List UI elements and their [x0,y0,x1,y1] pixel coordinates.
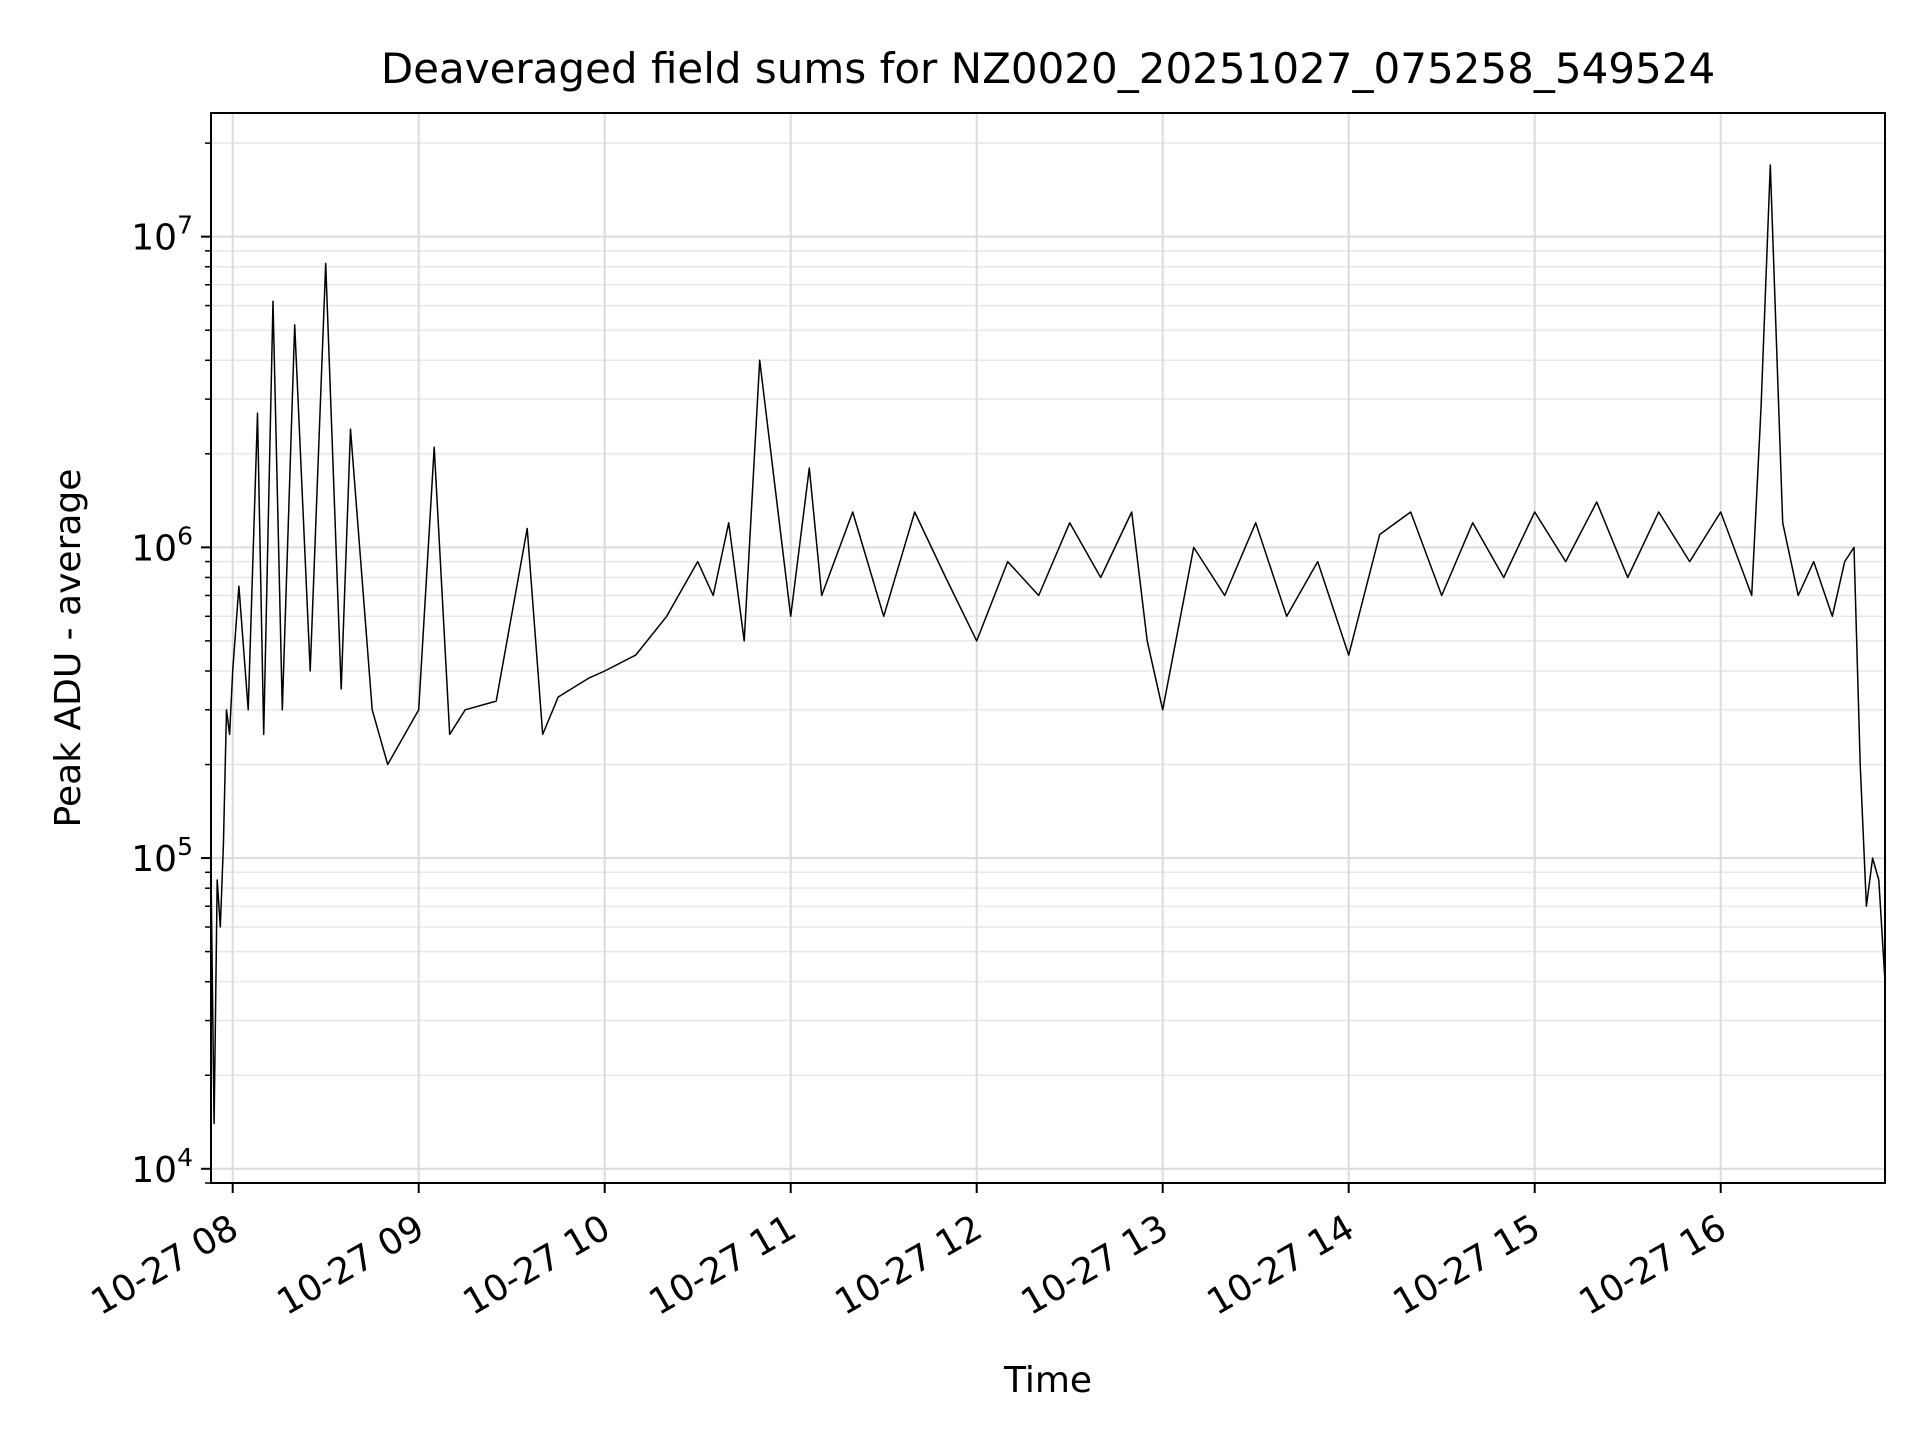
x-tick-label: 10-27 10 [457,1207,618,1323]
x-tick-label: 10-27 08 [85,1207,246,1323]
x-tick-label: 10-27 13 [1015,1207,1176,1323]
grid-lines [211,113,1885,1184]
y-tick-label: 105 [131,832,193,880]
y-tick-label: 106 [131,521,193,569]
series-line [210,164,1886,1125]
y-axis-label: Peak ADU - average [48,469,89,828]
y-tick-label: 107 [131,211,193,259]
x-axis-label: Time [1003,1360,1092,1401]
plot-area [210,164,1886,1125]
x-tick-label: 10-27 14 [1201,1207,1362,1323]
y-tick-label: 104 [131,1143,193,1191]
chart-title: Deaveraged field sums for NZ0020_2025102… [381,44,1715,93]
plot-frame [210,112,1886,1184]
x-tick-label: 10-27 12 [829,1207,990,1323]
x-tick-label: 10-27 16 [1573,1207,1734,1323]
x-tick-label: 10-27 09 [271,1207,432,1323]
x-tick-label: 10-27 15 [1387,1207,1548,1323]
x-tick-label: 10-27 11 [643,1207,804,1323]
